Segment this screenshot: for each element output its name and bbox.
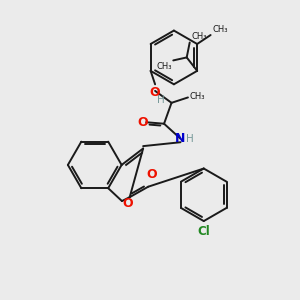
Text: H: H [186, 134, 194, 144]
Text: O: O [150, 86, 160, 99]
Text: N: N [175, 132, 186, 145]
Text: CH₃: CH₃ [212, 25, 228, 34]
Text: H: H [157, 95, 165, 105]
Text: O: O [146, 168, 157, 181]
Text: CH₃: CH₃ [191, 32, 207, 41]
Text: O: O [122, 197, 133, 210]
Text: CH₃: CH₃ [156, 62, 172, 71]
Text: Cl: Cl [197, 225, 210, 238]
Text: CH₃: CH₃ [189, 92, 205, 101]
Text: O: O [137, 116, 148, 129]
